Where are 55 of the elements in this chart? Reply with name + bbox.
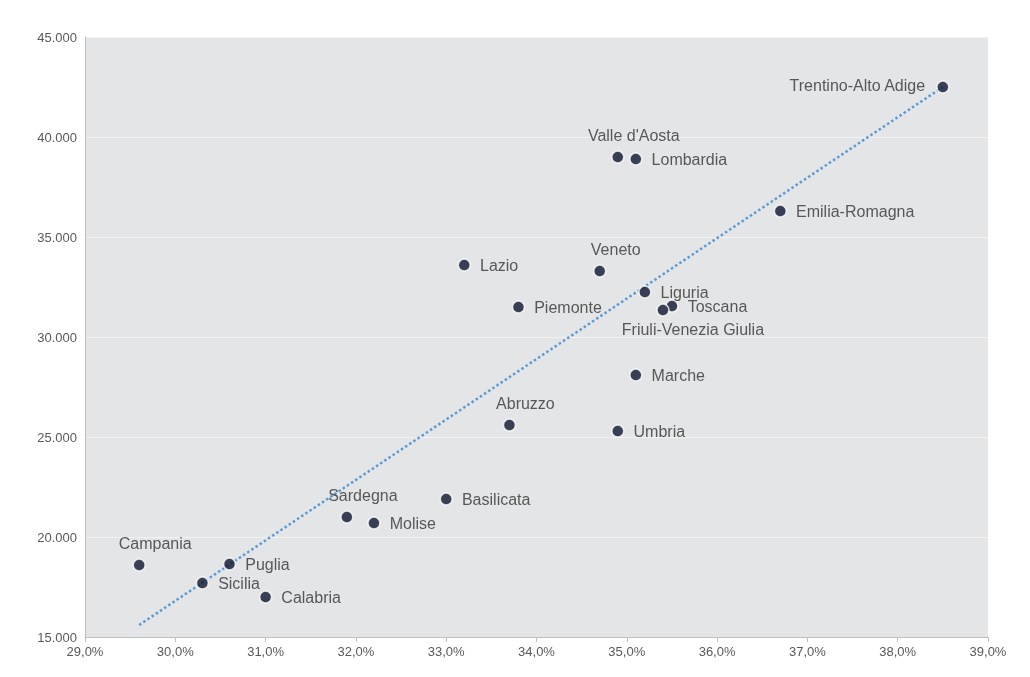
point [340, 510, 354, 524]
annotation: Puglia [245, 555, 290, 573]
y-tick-label: 15.000 [37, 629, 77, 645]
annotation: Lazio [480, 256, 519, 274]
annotation: Campania [118, 534, 192, 552]
y-tick-label: 35.000 [37, 229, 77, 245]
x-tick-label: 33,0% [427, 644, 466, 659]
annotation: Trentino-Alto Adige [789, 76, 926, 94]
point [502, 418, 517, 432]
annotation: Friuli-Venezia Giulia [621, 321, 765, 339]
point [367, 516, 381, 530]
annotation: Umbria [633, 422, 686, 440]
point [611, 150, 625, 164]
annotation: Lombardia [651, 150, 728, 168]
point [592, 264, 607, 278]
point [656, 303, 670, 317]
y-tick-label: 30.000 [37, 329, 77, 345]
point [773, 204, 788, 218]
annotation: Veneto [590, 240, 641, 258]
x-tick-label: 34,0% [518, 644, 556, 659]
point [457, 258, 472, 272]
annotation: Basilicata [461, 490, 531, 508]
point [629, 368, 643, 382]
x-tick-label: 32,0% [337, 644, 375, 659]
annotation: Valle d'Aosta [587, 126, 680, 144]
point [439, 492, 453, 506]
x-tick-label: 29,0% [66, 644, 104, 659]
annotation: Molise [389, 514, 437, 532]
annotation: Piemonte [534, 298, 602, 316]
point [936, 80, 950, 94]
point [638, 285, 652, 299]
x-tick-label: 30,0% [156, 644, 195, 659]
y-tick-label: 20.000 [37, 529, 77, 545]
annotation: Abruzzo [496, 394, 555, 412]
y-tick-label: 40.000 [37, 129, 77, 145]
point [132, 558, 146, 572]
x-tick-label: 31,0% [247, 644, 285, 659]
annotation: Sicilia [218, 574, 261, 592]
point [511, 300, 526, 314]
annotation: Marche [651, 366, 706, 384]
point [258, 590, 273, 604]
annotation: Emilia-Romagna [796, 202, 915, 220]
x-tick-label: 37,0% [788, 644, 827, 659]
annotation: Sardegna [328, 486, 398, 504]
point [629, 152, 643, 166]
point [222, 557, 237, 571]
x-tick-label: 38,0% [879, 644, 917, 659]
annotation: Calabria [281, 588, 342, 606]
x-tick-label: 35,0% [608, 644, 646, 659]
x-tick-label: 39,0% [969, 644, 1007, 659]
y-tick-label: 25.000 [37, 429, 77, 445]
point [611, 424, 625, 438]
x-tick-label: 36,0% [698, 644, 736, 659]
y-tick-label: 45.000 [37, 29, 77, 45]
point [195, 576, 210, 590]
